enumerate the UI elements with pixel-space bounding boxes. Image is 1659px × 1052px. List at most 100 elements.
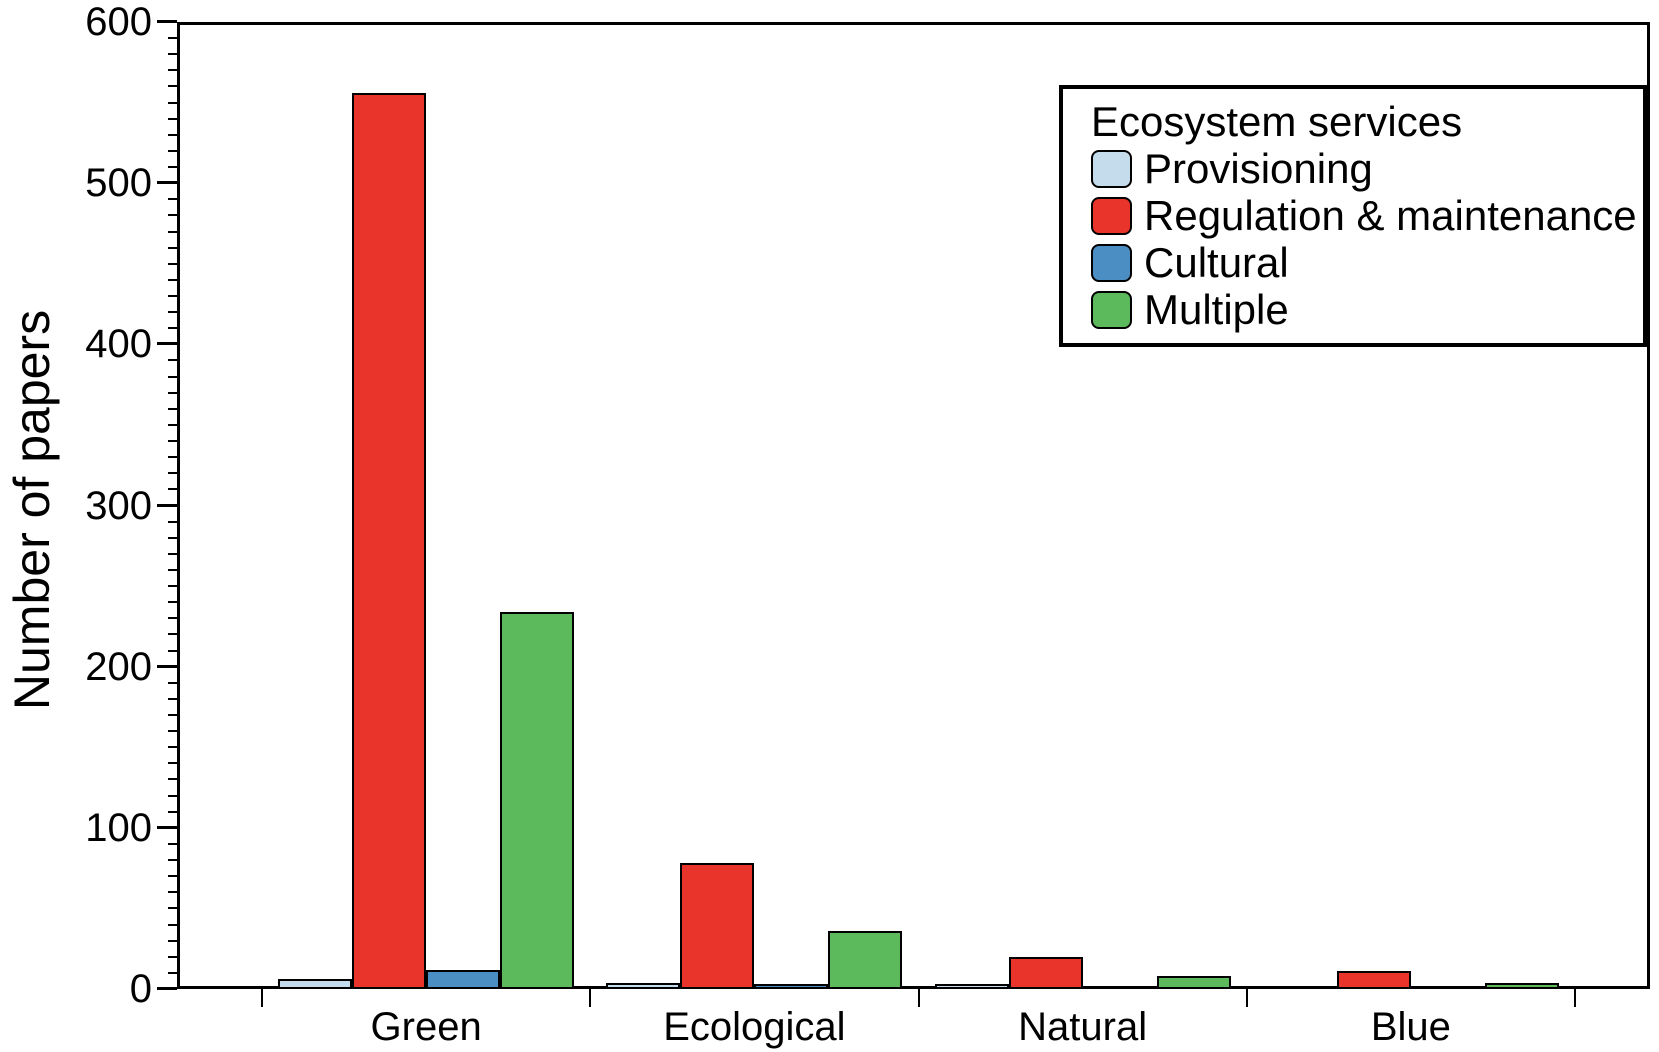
y-minor-tick: [168, 875, 177, 878]
y-minor-tick: [168, 923, 177, 926]
y-minor-tick: [168, 939, 177, 942]
bar-multiple-ecological: [828, 930, 903, 989]
x-category-label: Ecological: [663, 1005, 846, 1049]
bar-regulation-maintenance-green: [352, 92, 427, 989]
y-minor-tick: [168, 568, 177, 571]
bar-cultural-green: [426, 969, 501, 989]
y-minor-tick: [168, 359, 177, 362]
y-tick-label: 600: [85, 0, 152, 44]
y-minor-tick: [168, 456, 177, 459]
legend-title: Ecosystem services: [1091, 98, 1463, 145]
legend-label: Cultural: [1144, 238, 1289, 286]
bar-provisioning-green: [278, 979, 353, 989]
y-tick-label: 200: [85, 644, 152, 689]
y-major-tick: [157, 342, 177, 346]
x-category-label: Natural: [1018, 1005, 1148, 1049]
bar-regulation-maintenance-blue: [1336, 971, 1411, 989]
y-tick-label: 400: [85, 322, 152, 367]
bar-multiple-green: [500, 611, 575, 989]
bar-provisioning-natural: [934, 984, 1009, 989]
x-tick: [1574, 989, 1576, 1007]
y-minor-tick: [168, 85, 177, 88]
y-minor-tick: [168, 601, 177, 604]
y-major-tick: [157, 503, 177, 507]
y-minor-tick: [168, 262, 177, 265]
legend: Ecosystem services Provisioning Regulatio…: [1059, 85, 1647, 347]
legend-label: Provisioning: [1144, 144, 1373, 192]
legend-item: Multiple: [1091, 286, 1643, 333]
y-minor-tick: [168, 746, 177, 749]
y-minor-tick: [168, 214, 177, 217]
bar-multiple-blue: [1484, 982, 1559, 989]
y-minor-tick: [168, 375, 177, 378]
y-major-tick: [157, 181, 177, 185]
x-tick: [261, 989, 263, 1007]
y-minor-tick: [168, 278, 177, 281]
legend-swatch-icon: [1091, 290, 1132, 329]
y-major-tick: [157, 20, 177, 23]
y-tick-label: 100: [85, 805, 152, 850]
y-minor-tick: [168, 955, 177, 958]
y-major-tick: [157, 664, 177, 668]
bar-regulation-maintenance-ecological: [680, 863, 755, 989]
y-tick-label: 300: [85, 483, 152, 528]
y-minor-tick: [168, 778, 177, 781]
y-minor-tick: [168, 311, 177, 314]
x-category-label: Green: [370, 1005, 482, 1049]
y-minor-tick: [168, 891, 177, 894]
y-minor-tick: [168, 552, 177, 555]
legend-items: Provisioning Regulation & maintenance Cult…: [1091, 145, 1643, 333]
y-minor-tick: [168, 327, 177, 330]
y-minor-tick: [168, 294, 177, 297]
y-minor-tick: [168, 117, 177, 120]
x-tick: [1245, 989, 1248, 1007]
y-minor-tick: [168, 166, 177, 169]
y-minor-tick: [168, 536, 177, 539]
legend-label: Multiple: [1144, 285, 1289, 333]
bar-regulation-maintenance-natural: [1008, 956, 1083, 989]
y-minor-tick: [168, 762, 177, 765]
y-tick-label: 0: [129, 967, 152, 1011]
y-minor-tick: [168, 633, 177, 636]
legend-label: Regulation & maintenance: [1144, 191, 1637, 239]
y-minor-tick: [168, 133, 177, 136]
y-minor-tick: [168, 53, 177, 56]
y-minor-tick: [168, 246, 177, 249]
y-major-tick: [157, 825, 177, 829]
y-minor-tick: [168, 69, 177, 72]
y-tick-label: 500: [85, 161, 152, 206]
y-minor-tick: [168, 423, 177, 426]
y-minor-tick: [168, 520, 177, 523]
y-minor-tick: [168, 101, 177, 104]
y-minor-tick: [168, 714, 177, 717]
y-minor-tick: [168, 230, 177, 233]
y-minor-tick: [168, 617, 177, 620]
y-minor-tick: [168, 842, 177, 845]
y-minor-tick: [168, 907, 177, 910]
legend-item: Provisioning: [1091, 145, 1643, 192]
y-minor-tick: [168, 391, 177, 394]
y-minor-tick: [168, 794, 177, 797]
y-minor-tick: [168, 488, 177, 491]
y-minor-tick: [168, 649, 177, 652]
legend-swatch-icon: [1091, 243, 1132, 282]
legend-swatch-icon: [1091, 149, 1132, 188]
y-minor-tick: [168, 37, 177, 40]
y-minor-tick: [168, 440, 177, 443]
y-minor-tick: [168, 859, 177, 862]
bar-multiple-natural: [1156, 976, 1231, 989]
bar-cultural-ecological: [754, 984, 829, 989]
y-minor-tick: [168, 697, 177, 700]
y-minor-tick: [168, 810, 177, 813]
y-major-tick: [157, 987, 177, 990]
x-tick: [589, 989, 592, 1007]
legend-item: Regulation & maintenance: [1091, 192, 1643, 239]
bar-provisioning-ecological: [606, 982, 681, 989]
y-minor-tick: [168, 971, 177, 974]
y-minor-tick: [168, 585, 177, 588]
y-minor-tick: [168, 407, 177, 410]
y-minor-tick: [168, 149, 177, 152]
x-tick: [917, 989, 920, 1007]
legend-swatch-icon: [1091, 196, 1132, 235]
